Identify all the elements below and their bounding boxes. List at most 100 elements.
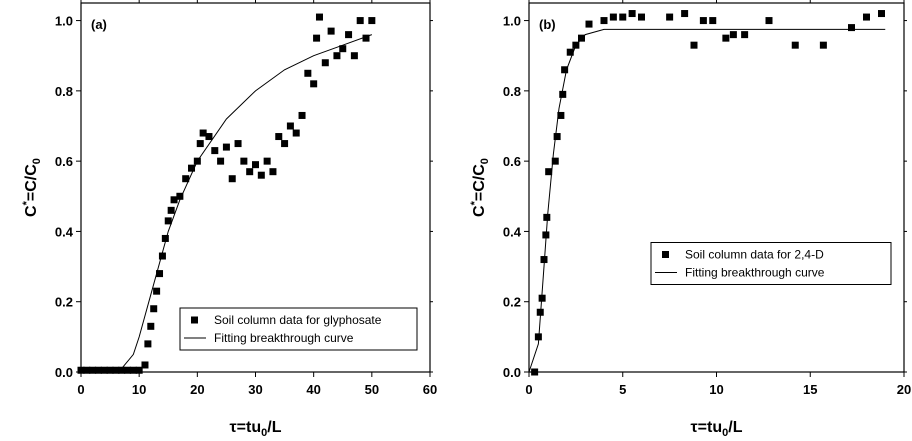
y-label-part: C <box>23 205 40 217</box>
data-point <box>557 111 565 119</box>
data-point <box>292 129 300 137</box>
data-point <box>153 287 161 295</box>
y-tick-label: 0.8 <box>55 84 73 99</box>
data-point <box>147 322 155 330</box>
data-point <box>100 366 108 374</box>
data-point <box>161 234 169 242</box>
data-point <box>217 157 225 165</box>
data-point <box>722 34 730 42</box>
x-axis-label: τ=tu0/L <box>691 419 743 439</box>
legend-box <box>179 307 418 351</box>
y-label-part: =C/C <box>471 164 488 201</box>
data-point <box>553 133 561 141</box>
data-point <box>356 17 364 25</box>
data-point <box>368 17 376 25</box>
data-point <box>321 59 329 67</box>
data-point <box>118 366 126 374</box>
data-point <box>543 213 551 221</box>
x-tick-label: 20 <box>190 382 204 397</box>
fit-curve <box>81 34 373 373</box>
data-point <box>94 366 102 374</box>
data-point <box>304 69 312 77</box>
y-tick-label: 0.2 <box>55 295 73 310</box>
data-point <box>345 31 353 39</box>
data-point <box>765 17 773 25</box>
legend-label: Fitting breakthrough curve <box>214 331 354 345</box>
data-point <box>729 31 737 39</box>
x-tick-label: 30 <box>248 382 262 397</box>
data-point <box>666 13 674 21</box>
y-tick-label: 0.4 <box>55 224 74 239</box>
legend-label: Fitting breakthrough curve <box>685 266 825 280</box>
data-point <box>628 10 636 18</box>
data-point <box>196 140 204 148</box>
legend-marker <box>191 316 198 324</box>
legend-label: Soil column data for glyphosate <box>214 313 382 327</box>
x-tick-label: 15 <box>803 382 817 397</box>
legend-marker <box>662 251 669 258</box>
y-label-part: * <box>469 200 481 205</box>
data-point <box>690 41 698 49</box>
y-label-part: 0 <box>31 158 43 164</box>
data-point <box>83 366 91 374</box>
data-point <box>791 41 799 49</box>
data-point <box>638 13 645 21</box>
x-label-part: 0 <box>261 427 267 439</box>
data-point <box>144 340 152 348</box>
x-tick-label: 60 <box>423 382 437 397</box>
data-point <box>141 361 149 369</box>
x-label-part: τ=tu <box>230 419 262 436</box>
chart: 0 5 10 15 200.00.20.40.60.81.0 (b)τ=tu0/LC*=C… <box>469 0 911 439</box>
y-tick-label: 0.0 <box>55 365 73 380</box>
data-point <box>252 161 259 169</box>
data-point <box>89 366 97 374</box>
data-point <box>878 10 885 18</box>
data-point <box>129 366 137 374</box>
data-point <box>619 13 627 21</box>
data-point <box>234 140 242 148</box>
x-label-part: /L <box>728 419 742 436</box>
data-point <box>158 252 166 260</box>
data-point <box>350 52 358 60</box>
data-point <box>269 168 277 176</box>
data-point <box>531 368 539 376</box>
x-tick-label: 0 <box>77 382 84 397</box>
data-point <box>566 48 574 56</box>
annotation: (b) <box>539 17 556 32</box>
y-tick-label: 0.6 <box>503 154 521 169</box>
data-point <box>310 80 318 88</box>
y-label-part: * <box>21 200 33 205</box>
x-tick-label: 20 <box>897 382 911 397</box>
data-point <box>286 122 294 130</box>
y-tick-label: 1.0 <box>55 14 73 29</box>
x-tick-label: 40 <box>306 382 320 397</box>
data-point <box>298 111 306 119</box>
y-axis-label: C*=C/C0 <box>469 158 491 217</box>
data-point <box>164 217 172 225</box>
data-point <box>222 143 230 151</box>
data-point <box>199 129 207 137</box>
data-point <box>848 24 855 32</box>
data-point <box>176 192 184 200</box>
x-label-part: /L <box>267 419 281 436</box>
data-point <box>156 270 164 278</box>
data-point <box>545 168 553 176</box>
y-tick-label: 0.6 <box>55 154 73 169</box>
x-label-part: 0 <box>722 427 728 439</box>
x-axis-label: τ=tu0/L <box>230 419 282 439</box>
data-point <box>263 157 271 165</box>
data-point <box>362 34 370 42</box>
data-point <box>699 17 707 25</box>
data-point <box>561 66 569 74</box>
data-point <box>315 13 323 21</box>
x-label-part: τ=tu <box>691 419 723 436</box>
data-point <box>609 13 617 21</box>
data-point <box>257 171 265 179</box>
data-point <box>600 17 608 25</box>
y-tick-label: 0.0 <box>503 365 521 380</box>
y-label-part: 0 <box>479 158 491 164</box>
data-point <box>150 305 158 313</box>
fit-curve <box>528 28 886 373</box>
